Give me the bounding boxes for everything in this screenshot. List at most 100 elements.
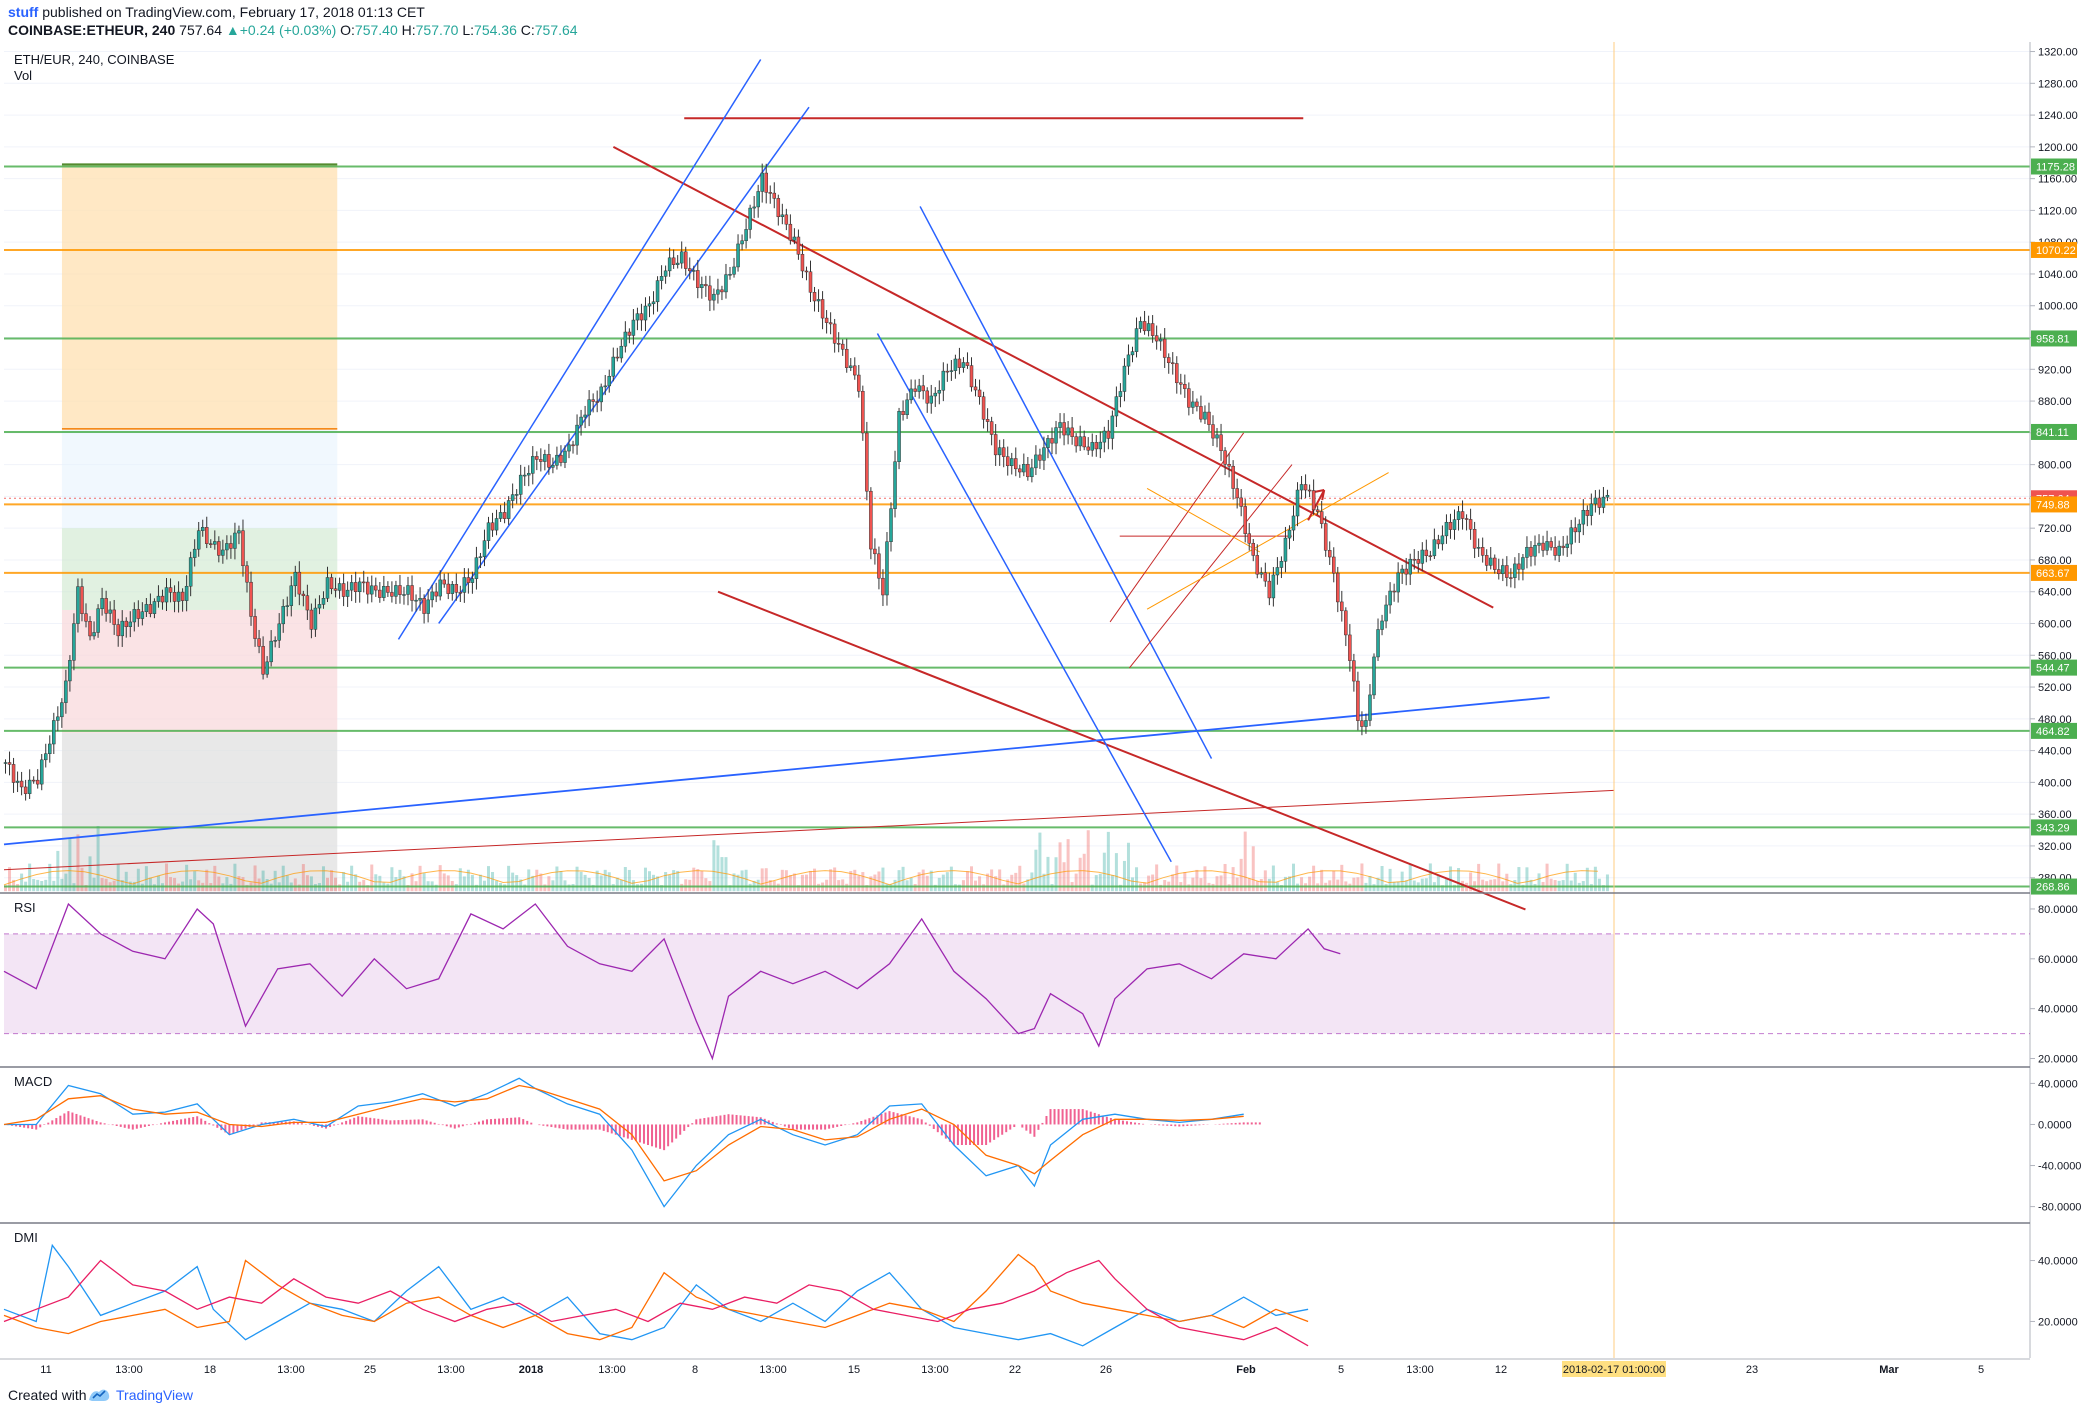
time-axis[interactable]: 11 13:00 18 13:00 25 13:00 2018 13:00 8 13:00 15 13… (0, 1358, 2030, 1377)
candle-body (929, 395, 933, 404)
candle-body (1146, 323, 1151, 332)
candle-body (442, 579, 446, 585)
candle-body (506, 500, 511, 519)
volume-bar (148, 877, 152, 892)
price-level-label: 464.82 (2036, 726, 2070, 738)
volume-bar (366, 885, 370, 892)
volume-bar (60, 878, 64, 892)
candle-body (1034, 454, 1038, 469)
candle-body (305, 595, 310, 611)
candle-body (309, 609, 314, 630)
stop-box-red (61, 609, 338, 734)
volume-bar (462, 876, 466, 892)
volume-bar (446, 875, 450, 892)
candle-body (587, 399, 591, 416)
rsi-pane[interactable]: RSI 80.0000 60.0000 40.0000 20.0000 (0, 892, 2078, 1066)
volume-bar (953, 884, 957, 892)
candle-body (88, 621, 92, 637)
candle-body (31, 779, 36, 782)
candle-body (1400, 568, 1404, 574)
candle-body (784, 214, 789, 225)
price-level-badge (2031, 722, 2077, 739)
candle-body (341, 583, 346, 597)
candle-body (144, 604, 149, 612)
candle-body (1448, 521, 1453, 530)
candle-body (1138, 321, 1143, 329)
candle-body (760, 172, 764, 192)
candle-body (176, 591, 181, 602)
volume-bar (555, 866, 559, 892)
author-name[interactable]: stuff (8, 4, 39, 20)
trend-line (1146, 472, 1389, 610)
volume-bar (519, 879, 523, 892)
volume-bar (1090, 884, 1094, 892)
volume-bar (656, 876, 660, 892)
candle-body (1529, 546, 1533, 557)
candle-body (551, 465, 555, 468)
volume-bar (1014, 872, 1018, 892)
candle-body (1106, 430, 1111, 439)
volume-bar (76, 834, 80, 892)
volume-bar (913, 884, 917, 892)
time-axis-label: 8 (692, 1364, 698, 1376)
volume-bar (1529, 879, 1533, 892)
candle-body (1295, 489, 1300, 517)
candle-body (724, 274, 728, 293)
volume-bar (213, 865, 217, 892)
candle-body (502, 512, 507, 519)
volume-bar (32, 878, 36, 892)
time-axis-label: Feb (1236, 1364, 1256, 1376)
candle-body (366, 581, 370, 595)
candle-body (555, 454, 559, 466)
macd-signal-line (3, 1084, 1244, 1182)
candle-body (953, 358, 958, 371)
volume-bar (736, 874, 740, 892)
candle-body (772, 192, 777, 199)
candle-body (1203, 411, 1207, 420)
candle-body (949, 370, 954, 372)
candle-body (849, 365, 853, 368)
candle-body (836, 343, 841, 345)
dmi-pane[interactable]: DMI 40.0000 20.0000 (0, 1222, 2078, 1347)
candle-body (148, 604, 153, 614)
candle-body (1118, 391, 1123, 397)
candle-body (48, 743, 52, 754)
candle-body (575, 424, 579, 446)
candle-body (840, 343, 845, 350)
trend-line (3, 696, 1550, 846)
candle-body (925, 390, 929, 404)
candle-body (1255, 555, 1260, 575)
candle-body (1142, 321, 1147, 332)
candle-body (1472, 529, 1477, 549)
volume-bar (1573, 872, 1577, 892)
volume-bar (1605, 874, 1609, 892)
volume-bar (1147, 875, 1151, 892)
candle-body (857, 374, 861, 392)
macd-pane[interactable]: MACD 40.0000 0.0000 -40.0000 -80.0000 (0, 1066, 2081, 1214)
volume-bar (1235, 877, 1239, 892)
volume-bar (1436, 874, 1440, 892)
tradingview-brand[interactable]: TradingView (116, 1387, 194, 1403)
volume-bar (571, 884, 575, 892)
candle-body (249, 581, 253, 617)
volume-bar (205, 869, 209, 892)
volume-bar (833, 867, 837, 892)
price-level-badge (2031, 659, 2077, 676)
volume-bar (672, 870, 676, 892)
candle-body (1171, 362, 1175, 365)
candle-body (1436, 539, 1441, 545)
volume-bar (909, 877, 913, 892)
price-level-label: 343.29 (2036, 822, 2070, 834)
volume-bar (1042, 873, 1046, 892)
volume-bar (1505, 873, 1509, 892)
volume-bar (635, 884, 639, 892)
candle-body (180, 591, 185, 601)
candle-body (414, 599, 418, 602)
candle-body (494, 518, 499, 531)
candle-body (192, 548, 197, 558)
candle-body (688, 268, 692, 272)
volume-bar (1102, 852, 1106, 892)
volume-bar (1340, 864, 1344, 892)
